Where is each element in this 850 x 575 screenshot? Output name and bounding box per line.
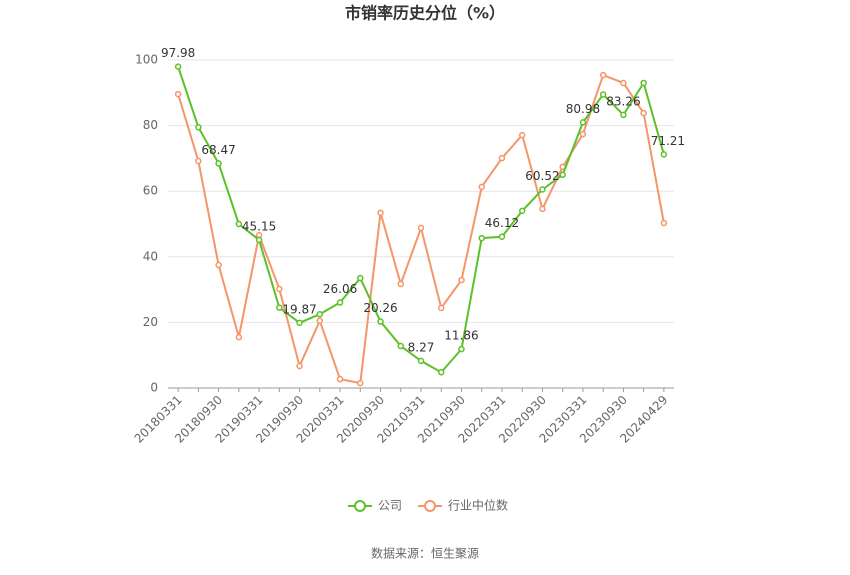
point [235,220,243,228]
point [235,333,243,341]
value-label: 80.98 [566,102,600,116]
point [559,171,566,179]
point [255,236,263,244]
legend-label: 公司 [378,499,402,513]
point [357,274,364,282]
point [417,357,425,365]
value-label: 68.47 [201,143,235,157]
value-label: 19.87 [282,302,316,316]
point [316,310,324,318]
point [620,111,627,119]
point [539,186,546,193]
point [215,261,222,269]
point [620,79,627,87]
chart-title: 市销率历史分位（%） [345,4,505,23]
y-tick-label: 100 [135,53,158,67]
point [336,375,344,383]
point [458,276,465,284]
point [498,154,506,162]
value-label: 20.26 [363,301,397,315]
legend-label: 行业中位数 [448,498,508,513]
y-tick-label: 60 [143,184,158,198]
point [195,123,202,131]
point [276,304,283,311]
point [296,319,303,327]
point [640,79,647,87]
point [458,345,465,353]
point [478,183,485,191]
point [518,131,526,139]
point [174,90,182,98]
value-label: 8.27 [408,340,435,354]
value-label: 60.52 [525,169,559,183]
y-tick-label: 0 [150,381,158,395]
point [498,233,506,240]
legend-marker [354,500,366,512]
point [296,362,303,370]
point [579,119,587,126]
point [417,224,425,232]
point [539,205,546,213]
point [336,299,344,306]
value-label: 45.15 [242,219,276,233]
point [599,71,607,79]
point [437,304,445,312]
point [377,318,384,325]
y-tick-label: 20 [143,315,158,329]
point [437,369,445,376]
value-label: 97.98 [161,46,195,60]
value-label: 46.12 [485,216,519,230]
value-label: 26.06 [323,282,357,296]
point [174,63,182,70]
point [316,317,324,325]
point [276,285,283,293]
point [660,219,668,227]
point [397,280,405,288]
y-tick-label: 40 [143,249,158,263]
point [397,342,405,350]
point [215,160,222,167]
point [478,234,485,242]
value-label: 71.21 [651,134,685,148]
point [377,209,384,217]
y-tick-label: 80 [143,118,158,132]
value-label: 11.86 [444,329,478,343]
point [518,207,526,215]
point [660,151,668,158]
point [579,130,587,138]
value-label: 83.26 [606,94,640,108]
source-note: 数据来源：恒生聚源 [371,546,479,561]
point [195,157,202,165]
legend-marker [424,500,436,512]
point [640,109,647,117]
point [357,379,364,387]
point [599,91,607,98]
